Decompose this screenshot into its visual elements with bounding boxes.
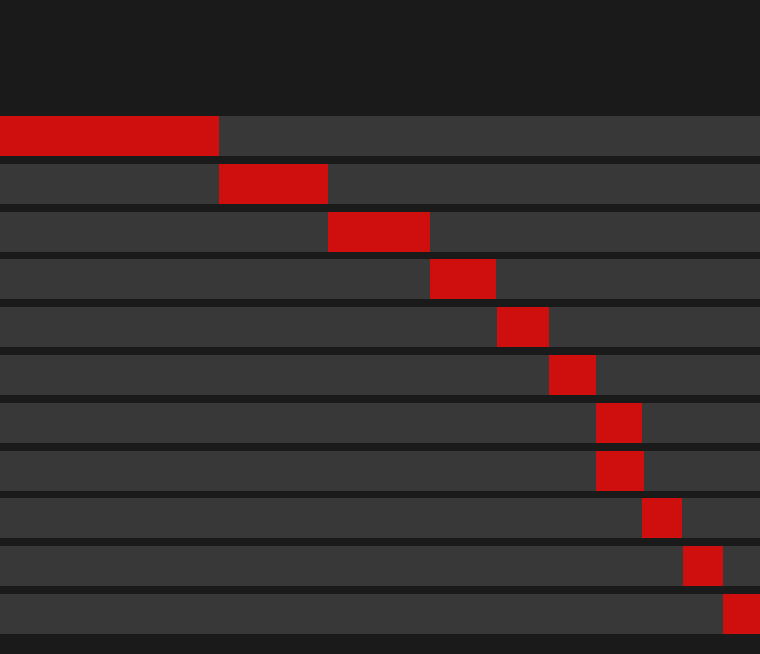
gantt-row[interactable] bbox=[0, 593, 760, 634]
footer-band bbox=[0, 634, 760, 654]
gantt-bar[interactable] bbox=[683, 546, 723, 587]
gantt-row[interactable] bbox=[0, 354, 760, 395]
gantt-chart bbox=[0, 116, 760, 634]
gantt-bar[interactable] bbox=[642, 498, 682, 539]
gantt-row[interactable] bbox=[0, 163, 760, 204]
gantt-bar[interactable] bbox=[596, 450, 644, 491]
gantt-row[interactable] bbox=[0, 259, 760, 300]
gantt-row[interactable] bbox=[0, 211, 760, 252]
gantt-bar[interactable] bbox=[549, 354, 596, 395]
gantt-row[interactable] bbox=[0, 450, 760, 491]
header-band bbox=[0, 0, 760, 116]
gantt-bar[interactable] bbox=[497, 307, 549, 348]
gantt-bar[interactable] bbox=[596, 402, 642, 443]
gantt-row[interactable] bbox=[0, 498, 760, 539]
gantt-bar[interactable] bbox=[328, 211, 430, 252]
gantt-bar[interactable] bbox=[0, 116, 219, 156]
gantt-row[interactable] bbox=[0, 307, 760, 348]
gantt-bar[interactable] bbox=[219, 163, 328, 204]
gantt-row[interactable] bbox=[0, 402, 760, 443]
gantt-row[interactable] bbox=[0, 116, 760, 156]
gantt-row[interactable] bbox=[0, 546, 760, 587]
gantt-bar[interactable] bbox=[430, 259, 496, 300]
gantt-bar[interactable] bbox=[723, 593, 760, 634]
